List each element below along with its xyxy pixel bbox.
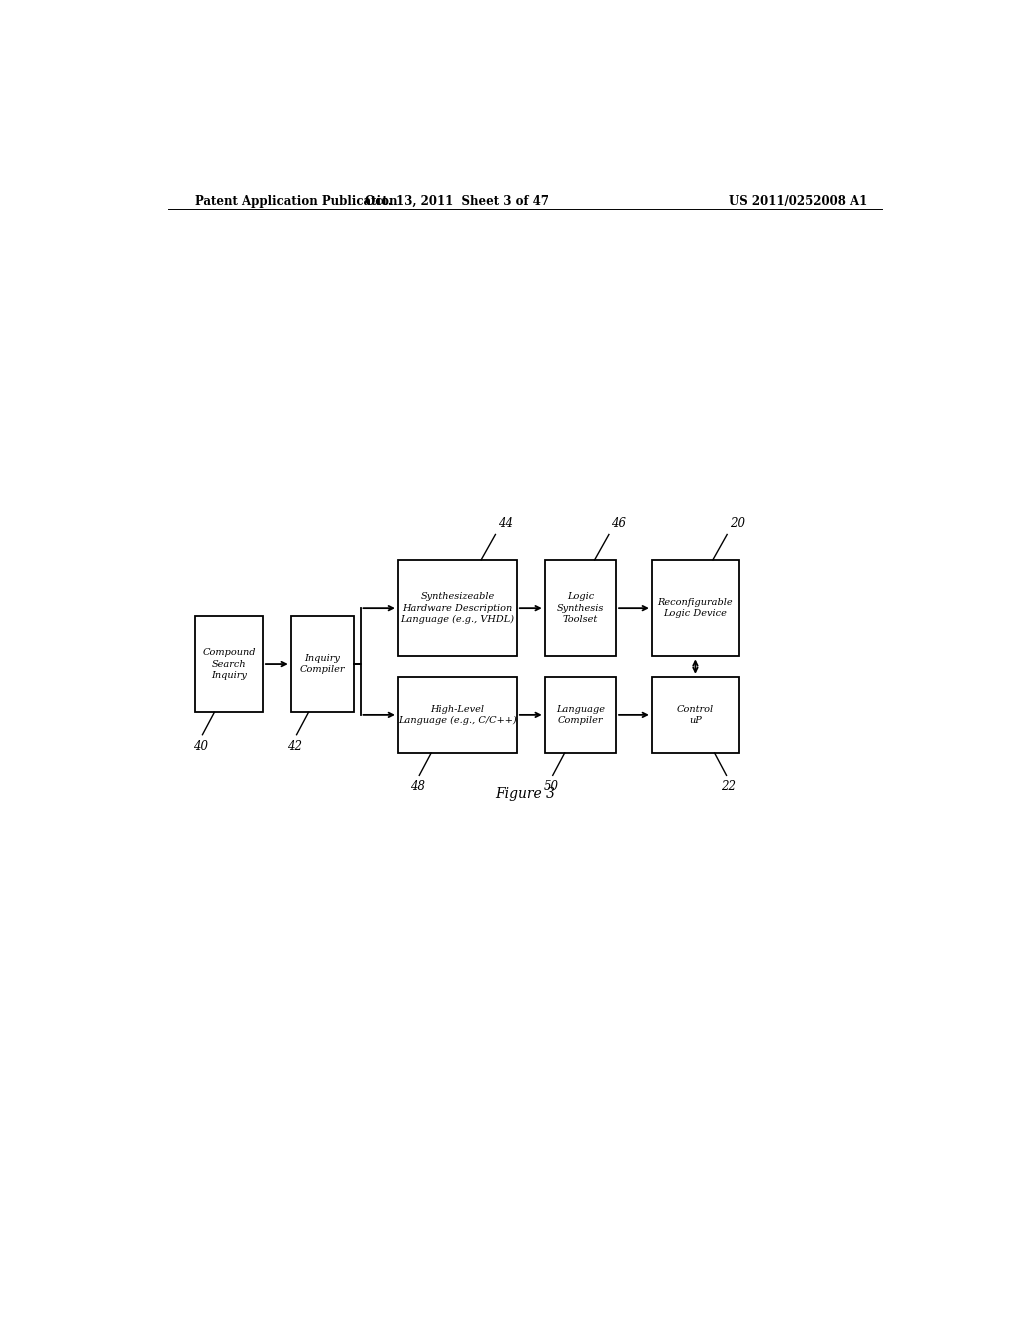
Bar xyxy=(196,615,263,713)
Text: Reconfigurable
Logic Device: Reconfigurable Logic Device xyxy=(657,598,733,618)
Text: 42: 42 xyxy=(288,739,302,752)
Text: Oct. 13, 2011  Sheet 3 of 47: Oct. 13, 2011 Sheet 3 of 47 xyxy=(366,194,549,207)
Bar xyxy=(545,560,616,656)
Bar xyxy=(397,560,517,656)
Text: Figure 3: Figure 3 xyxy=(495,787,555,801)
Bar xyxy=(291,615,354,713)
Text: Language
Compiler: Language Compiler xyxy=(556,705,605,725)
Text: Logic
Synthesis
Toolset: Logic Synthesis Toolset xyxy=(557,593,604,624)
Text: Inquiry
Compiler: Inquiry Compiler xyxy=(300,653,345,675)
Text: Control
uP: Control uP xyxy=(677,705,714,725)
Text: Synthesizeable
Hardware Description
Language (e.g., VHDL): Synthesizeable Hardware Description Lang… xyxy=(400,593,514,624)
Bar xyxy=(545,677,616,752)
Text: 22: 22 xyxy=(721,780,735,793)
Text: 40: 40 xyxy=(194,739,208,752)
Text: 44: 44 xyxy=(498,517,513,531)
Text: 50: 50 xyxy=(544,780,559,793)
Text: 46: 46 xyxy=(611,517,627,531)
Text: 20: 20 xyxy=(729,517,744,531)
Text: Compound
Search
Inquiry: Compound Search Inquiry xyxy=(203,648,256,680)
Bar xyxy=(652,677,739,752)
Text: 48: 48 xyxy=(411,780,425,793)
Text: High-Level
Language (e.g., C/C++): High-Level Language (e.g., C/C++) xyxy=(398,705,517,725)
Text: Patent Application Publication: Patent Application Publication xyxy=(196,194,398,207)
Text: US 2011/0252008 A1: US 2011/0252008 A1 xyxy=(729,194,867,207)
Bar xyxy=(652,560,739,656)
Bar xyxy=(397,677,517,752)
